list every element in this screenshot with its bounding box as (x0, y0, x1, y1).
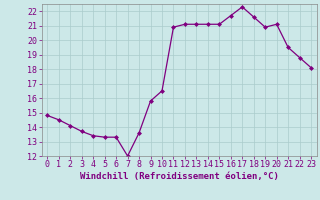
X-axis label: Windchill (Refroidissement éolien,°C): Windchill (Refroidissement éolien,°C) (80, 172, 279, 181)
